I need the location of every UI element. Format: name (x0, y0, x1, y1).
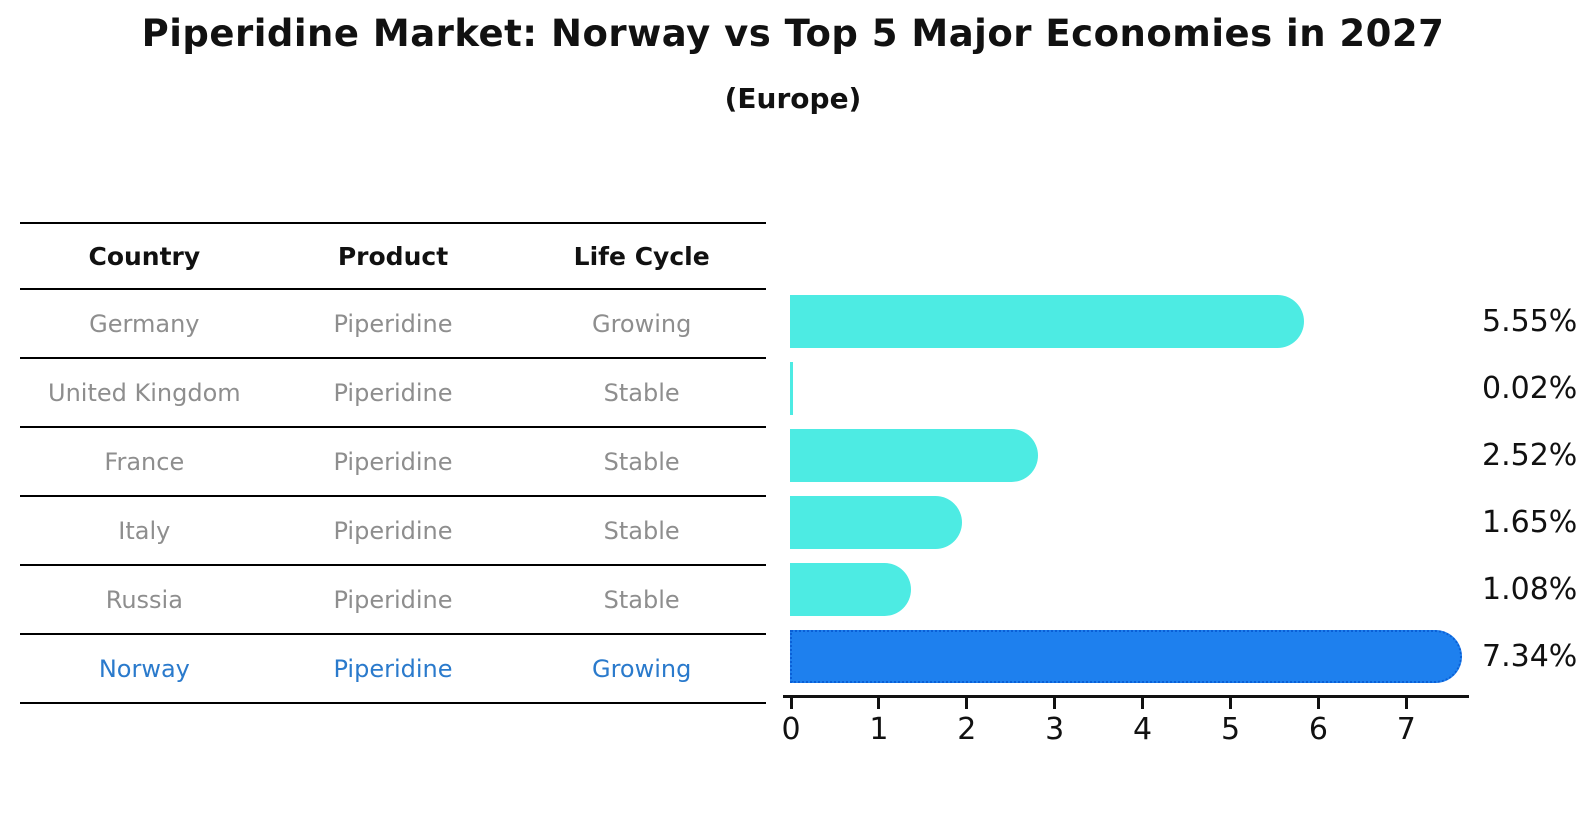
column-header-country: Country (88, 241, 201, 271)
x-axis-tick-label-4: 4 (1133, 712, 1153, 747)
bar-russia (790, 563, 912, 616)
value-label-united-kingdom: 0.02% (1482, 370, 1578, 406)
cell-country: United Kingdom (48, 378, 241, 407)
cell-product: Piperidine (333, 654, 453, 683)
cell-life-cycle: Stable (603, 447, 680, 476)
value-label-russia: 1.08% (1482, 571, 1578, 607)
x-axis-tick-0 (789, 698, 793, 709)
x-axis-tick-4 (1141, 698, 1145, 709)
cell-country: Germany (89, 309, 200, 338)
x-axis-tick-label-1: 1 (869, 712, 889, 747)
cell-life-cycle: Growing (591, 654, 692, 683)
table-row-france: France Piperidine Stable (20, 428, 766, 497)
x-axis-tick-label-3: 3 (1045, 712, 1065, 747)
value-label-norway: 7.34% (1482, 638, 1578, 674)
x-axis-tick-2 (965, 698, 969, 709)
x-axis-tick-label-6: 6 (1308, 712, 1328, 747)
table-row-germany: Germany Piperidine Growing (20, 290, 766, 359)
bar-norway (790, 630, 1462, 683)
x-axis-tick-label-5: 5 (1220, 712, 1241, 747)
value-label-france: 2.52% (1482, 437, 1578, 473)
table-row-united-kingdom: United Kingdom Piperidine Stable (20, 359, 766, 428)
cell-life-cycle: Stable (603, 378, 680, 407)
chart-subtitle: (Europe) (724, 82, 862, 115)
table-row-norway: Norway Piperidine Growing (20, 635, 766, 704)
cell-product: Piperidine (333, 516, 453, 545)
x-axis-tick-7 (1404, 698, 1408, 709)
cell-life-cycle: Growing (591, 309, 692, 338)
column-header-lifecycle: Life Cycle (573, 241, 710, 271)
cell-country: Italy (118, 516, 171, 545)
x-axis-tick-label-0: 0 (781, 712, 801, 747)
cell-life-cycle: Stable (603, 585, 680, 614)
table-row-russia: Russia Piperidine Stable (20, 566, 766, 635)
table-row-italy: Italy Piperidine Stable (20, 497, 766, 566)
cell-country: Norway (98, 654, 190, 683)
cell-life-cycle: Stable (603, 516, 680, 545)
bar-germany (790, 295, 1305, 348)
x-axis-tick-3 (1053, 698, 1057, 709)
x-axis-tick-label-7: 7 (1396, 712, 1416, 747)
cell-product: Piperidine (333, 447, 453, 476)
cell-country: France (104, 447, 185, 476)
x-axis-tick-label-2: 2 (957, 712, 977, 747)
x-axis-line (783, 695, 1469, 698)
bar-italy (790, 496, 962, 549)
country-table: Country Product Life Cycle Germany Piper… (20, 222, 766, 704)
x-axis-tick-1 (877, 698, 881, 709)
table-header-row: Country Product Life Cycle (20, 224, 766, 290)
x-axis-tick-6 (1316, 698, 1320, 709)
value-label-germany: 5.55% (1482, 303, 1578, 339)
bar-united-kingdom (790, 362, 793, 415)
cell-product: Piperidine (333, 309, 453, 338)
bar-france (790, 429, 1038, 482)
cell-product: Piperidine (333, 585, 453, 614)
cell-product: Piperidine (333, 378, 453, 407)
x-axis-tick-5 (1229, 698, 1232, 709)
column-header-product: Product (337, 241, 449, 271)
value-label-italy: 1.65% (1482, 504, 1578, 540)
chart-title: Piperidine Market: Norway vs Top 5 Major… (141, 12, 1445, 55)
cell-country: Russia (105, 585, 183, 614)
